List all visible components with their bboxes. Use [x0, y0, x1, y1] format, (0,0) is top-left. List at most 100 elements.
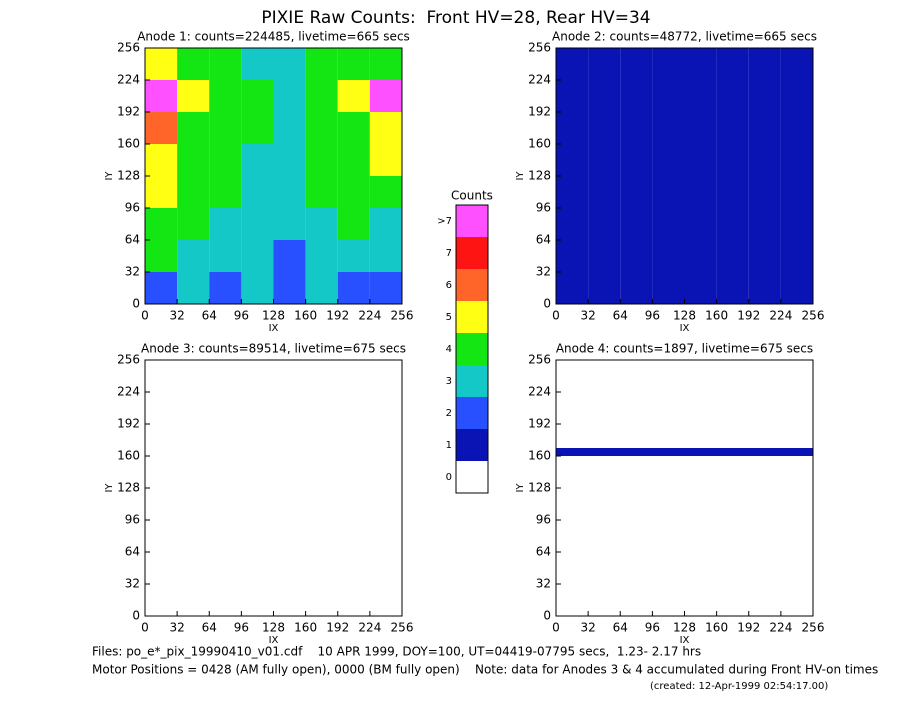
y-tick-label: 192 [117, 105, 140, 119]
heat-cell [780, 176, 813, 208]
heat-cell [684, 272, 717, 304]
heat-cell [305, 272, 338, 304]
heat-cell [177, 208, 210, 240]
heat-cell [748, 48, 781, 80]
y-tick-label: 0 [132, 609, 140, 623]
heat-cell [716, 176, 749, 208]
heat-cell [684, 80, 717, 112]
heat-cell [305, 144, 338, 176]
y-tick-label: 0 [132, 297, 140, 311]
heat-cell [556, 208, 589, 240]
heat-cell [209, 80, 242, 112]
heat-cell [556, 368, 813, 376]
x-tick-label: 128 [673, 621, 696, 635]
x-tick-label: 256 [391, 621, 414, 635]
heat-cell [145, 112, 178, 144]
x-tick-label: 32 [169, 621, 184, 635]
heat-cell [369, 240, 402, 272]
heat-cell [620, 272, 653, 304]
heat-cell [337, 112, 370, 144]
x-tick-label: 256 [391, 309, 414, 323]
heat-cell [748, 272, 781, 304]
x-tick-label: 32 [580, 309, 595, 323]
colorbar-label: 5 [446, 312, 452, 323]
heat-cell [748, 144, 781, 176]
heat-cell [684, 48, 717, 80]
heat-cell [273, 272, 306, 304]
x-tick-label: 0 [552, 621, 560, 635]
y-tick-label: 224 [117, 73, 140, 87]
footer-motor: Motor Positions = 0428 (AM fully open), … [92, 663, 878, 677]
heat-cell [716, 112, 749, 144]
heat-cell [273, 208, 306, 240]
x-tick-label: 160 [294, 621, 317, 635]
heat-cell [369, 80, 402, 112]
heat-cell [620, 208, 653, 240]
heat-cell [556, 144, 589, 176]
heat-cell [369, 48, 402, 80]
heat-cell [556, 496, 813, 504]
x-tick-label: 128 [262, 621, 285, 635]
heat-cell [369, 176, 402, 208]
x-tick-label: 64 [613, 309, 628, 323]
heat-cell [556, 592, 813, 600]
y-axis-label: IY [104, 483, 115, 493]
heat-cell [556, 552, 813, 560]
y-tick-label: 128 [117, 481, 140, 495]
heat-cell [209, 144, 242, 176]
heat-cell [305, 80, 338, 112]
heat-cell [588, 240, 621, 272]
y-tick-label: 192 [528, 105, 551, 119]
y-tick-label: 160 [528, 137, 551, 151]
heat-cell [209, 208, 242, 240]
heat-cell [556, 240, 589, 272]
y-tick-label: 96 [125, 513, 140, 527]
heat-cell [556, 424, 813, 432]
heat-cell [620, 112, 653, 144]
heat-cell [305, 240, 338, 272]
heat-cell [369, 112, 402, 144]
y-tick-label: 64 [536, 233, 551, 247]
heat-cell [369, 144, 402, 176]
heat-cell [684, 240, 717, 272]
x-tick-label: 128 [262, 309, 285, 323]
colorbar-label: 7 [446, 248, 452, 259]
colorbar-frame [455, 204, 489, 494]
heat-cell [620, 144, 653, 176]
panel-title: Anode 2: counts=48772, livetime=665 secs [552, 30, 817, 44]
colorbar-title: Counts [451, 189, 493, 203]
heat-cell [716, 272, 749, 304]
heat-cell [241, 112, 274, 144]
heat-cell [556, 408, 813, 416]
heat-cell [556, 584, 813, 592]
heat-cell [241, 208, 274, 240]
x-tick-label: 160 [705, 621, 728, 635]
heat-cell [652, 48, 685, 80]
x-tick-label: 224 [769, 621, 792, 635]
x-tick-label: 192 [326, 621, 349, 635]
heat-cell [209, 176, 242, 208]
y-tick-label: 32 [536, 265, 551, 279]
panel-title: Anode 3: counts=89514, livetime=675 secs [141, 342, 406, 356]
colorbar-label: 1 [446, 440, 452, 451]
heat-cell [556, 544, 813, 552]
heat-cell [145, 144, 178, 176]
heat-cell [556, 80, 589, 112]
x-tick-label: 192 [737, 309, 760, 323]
heat-cell [177, 144, 210, 176]
heat-cell [684, 112, 717, 144]
x-tick-label: 224 [358, 621, 381, 635]
heat-cell [684, 144, 717, 176]
x-tick-label: 64 [202, 309, 217, 323]
heat-cell [241, 176, 274, 208]
heat-cell [145, 208, 178, 240]
heat-cell [556, 360, 813, 368]
heat-cell [652, 112, 685, 144]
y-tick-label: 64 [125, 233, 140, 247]
y-tick-label: 192 [117, 417, 140, 431]
heat-cell [177, 80, 210, 112]
y-tick-label: 0 [543, 297, 551, 311]
heat-cell [556, 536, 813, 544]
y-tick-label: 32 [125, 265, 140, 279]
